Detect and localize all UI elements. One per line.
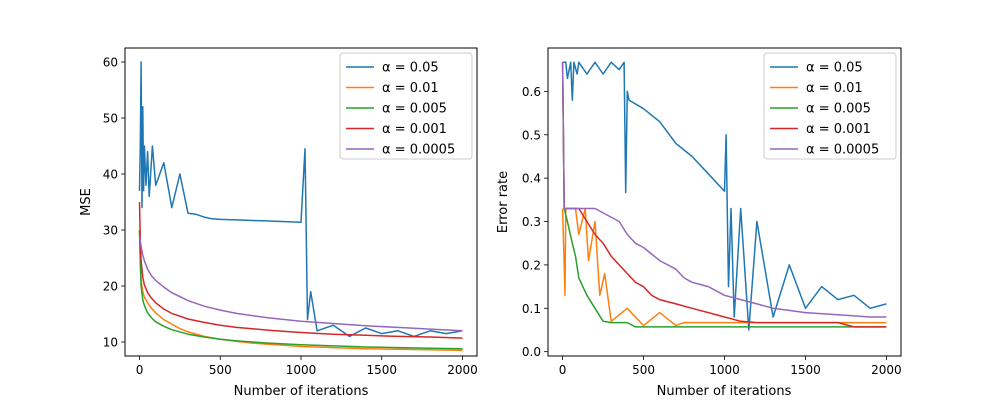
mse-y-ticks: 10 20 30 40 50 60 bbox=[103, 56, 125, 350]
error-rate-legend-label-2: α = 0.005 bbox=[806, 102, 871, 117]
error-rate-x-ticks: 0 500 1000 1500 2000 bbox=[559, 356, 902, 377]
error-rate-x-tick-label: 1000 bbox=[709, 363, 740, 377]
error-rate-y-ticks: 0.0 0.1 0.2 0.3 0.4 0.5 0.6 bbox=[522, 85, 548, 359]
error-rate-x-tick-label: 500 bbox=[632, 363, 655, 377]
error-rate-series-line-3 bbox=[561, 62, 887, 328]
error-rate-legend-label-3: α = 0.001 bbox=[806, 122, 871, 137]
mse-legend-label-3: α = 0.001 bbox=[382, 122, 447, 137]
mse-legend-label-1: α = 0.01 bbox=[382, 81, 439, 96]
mse-y-tick-label: 50 bbox=[103, 112, 118, 126]
error-rate-y-tick-label: 0.5 bbox=[522, 128, 541, 142]
mse-chart-panel: 0 500 1000 1500 2000 10 20 30 40 50 60 Number of … bbox=[79, 47, 478, 399]
error-rate-legend-label-4: α = 0.0005 bbox=[806, 143, 879, 158]
mse-y-axis-label: MSE bbox=[79, 188, 94, 216]
error-rate-y-tick-label: 0.4 bbox=[522, 172, 541, 186]
error-rate-series-line-2 bbox=[561, 62, 887, 328]
error-rate-legend-box bbox=[763, 52, 897, 160]
error-rate-legend-label-0: α = 0.05 bbox=[806, 61, 863, 76]
error-rate-legend: α = 0.05 α = 0.01 α = 0.005 α = 0.001 α = 0.… bbox=[763, 52, 897, 160]
mse-y-tick-label: 20 bbox=[103, 280, 118, 294]
error-rate-x-tick-label: 1500 bbox=[790, 363, 821, 377]
error-rate-legend-label-1: α = 0.01 bbox=[806, 81, 863, 96]
mse-series-line-4 bbox=[138, 235, 463, 332]
mse-x-ticks: 0 500 1000 1500 2000 bbox=[136, 356, 478, 377]
error-rate-y-axis-label: Error rate bbox=[496, 171, 511, 233]
mse-series-line-3 bbox=[138, 201, 463, 339]
mse-y-tick-label: 40 bbox=[103, 168, 118, 182]
error-rate-x-axis-label: Number of iterations bbox=[657, 384, 792, 399]
mse-legend-label-4: α = 0.0005 bbox=[382, 143, 455, 158]
mse-x-tick-label: 1500 bbox=[366, 363, 397, 377]
error-rate-series-line-0 bbox=[562, 61, 887, 331]
mse-y-tick-label: 10 bbox=[103, 336, 118, 350]
error-rate-y-tick-label: 0.6 bbox=[522, 85, 541, 99]
mse-x-tick-label: 2000 bbox=[447, 363, 478, 377]
mse-x-tick-label: 500 bbox=[209, 363, 232, 377]
mse-y-tick-label: 30 bbox=[103, 224, 118, 238]
mse-series-line-2 bbox=[138, 229, 463, 350]
mse-series-line-1 bbox=[138, 229, 463, 352]
error-rate-chart-panel: 0 500 1000 1500 2000 0.0 0.1 0.2 0.3 0.4 0.5 0.6 N… bbox=[496, 47, 902, 399]
error-rate-series-layer bbox=[561, 61, 887, 331]
mse-x-tick-label: 1000 bbox=[286, 363, 317, 377]
mse-legend-label-2: α = 0.005 bbox=[382, 102, 447, 117]
error-rate-y-tick-label: 0.0 bbox=[522, 345, 541, 359]
error-rate-series-line-4 bbox=[561, 62, 887, 318]
mse-legend: α = 0.05 α = 0.01 α = 0.005 α = 0.001 α = 0.… bbox=[339, 52, 473, 160]
error-rate-y-tick-label: 0.3 bbox=[522, 215, 541, 229]
error-rate-x-tick-label: 0 bbox=[559, 363, 567, 377]
mse-series-layer bbox=[138, 61, 463, 352]
error-rate-y-tick-label: 0.2 bbox=[522, 258, 541, 272]
mse-x-axis-label: Number of iterations bbox=[234, 384, 369, 399]
error-rate-y-tick-label: 0.1 bbox=[522, 302, 541, 316]
mse-y-tick-label: 60 bbox=[103, 56, 118, 70]
error-rate-x-tick-label: 2000 bbox=[871, 363, 902, 377]
mse-legend-label-0: α = 0.05 bbox=[382, 61, 439, 76]
mse-x-tick-label: 0 bbox=[136, 363, 144, 377]
mse-legend-box bbox=[339, 52, 473, 160]
mse-series-line-0 bbox=[138, 61, 463, 338]
